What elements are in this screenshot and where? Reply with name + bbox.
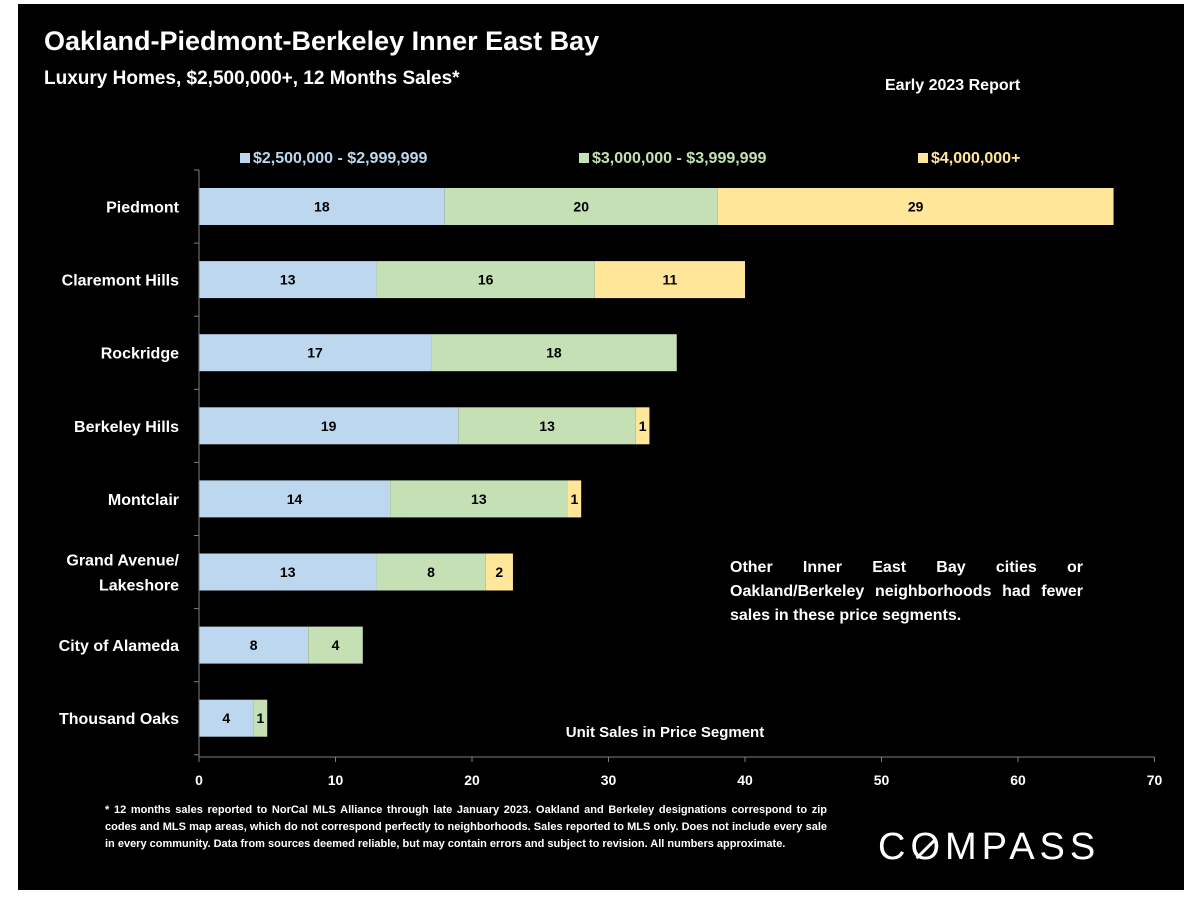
bar-value-label: 1 <box>639 418 647 434</box>
bar-value-label: 2 <box>495 564 503 580</box>
y-axis-category-label: Thousand Oaks <box>59 711 179 728</box>
legend-label: $3,000,000 - $3,999,999 <box>592 150 766 167</box>
bar-value-label: 8 <box>250 637 258 653</box>
logo-text-c: C <box>878 826 911 868</box>
bar-segment <box>635 407 650 445</box>
y-axis-category-label: Piedmont <box>106 200 180 217</box>
bar-value-label: 11 <box>663 272 678 288</box>
bar-segment <box>308 626 363 664</box>
bar-segment <box>485 553 513 591</box>
bar-segment <box>458 407 636 445</box>
x-axis-tick-label: 30 <box>601 772 617 788</box>
x-axis-label: Unit Sales in Price Segment <box>566 724 764 741</box>
y-axis-category-label: City of Alameda <box>59 638 179 655</box>
y-axis-category-label: Montclair <box>108 492 179 509</box>
bar-segment <box>717 188 1114 225</box>
bar-value-label: 16 <box>478 272 494 288</box>
bar-value-label: 13 <box>280 272 296 288</box>
bar-segment <box>431 334 677 372</box>
bar-segment <box>199 188 445 225</box>
bar-segment <box>199 553 377 591</box>
compass-logo: COMPASS <box>878 826 1100 869</box>
bar-segment <box>594 261 745 299</box>
y-axis-category-label: Rockridge <box>101 346 179 363</box>
y-axis-category-label: Grand Avenue/ <box>66 553 179 570</box>
y-axis-category-label: Lakeshore <box>99 578 179 595</box>
y-axis-category-label: Claremont Hills <box>62 273 179 290</box>
legend-label: $4,000,000+ <box>931 150 1020 167</box>
x-axis-tick-label: 20 <box>464 772 480 788</box>
x-axis-tick-label: 0 <box>195 772 203 788</box>
legend-swatch <box>240 153 250 163</box>
bar-value-label: 20 <box>573 199 589 215</box>
bar-value-label: 13 <box>280 564 296 580</box>
legend-swatch <box>579 153 589 163</box>
bar-segment <box>199 334 432 372</box>
x-axis-tick-label: 40 <box>737 772 753 788</box>
bar-segment <box>199 626 309 664</box>
report-label: Early 2023 Report <box>885 77 1021 94</box>
legend-swatch <box>918 153 928 163</box>
logo-text-mpass: MPASS <box>945 826 1101 868</box>
bar-value-label: 18 <box>546 345 562 361</box>
chart-title: Oakland-Piedmont-Berkeley Inner East Bay <box>44 26 600 56</box>
bar-segment <box>253 699 268 737</box>
bar-value-label: 4 <box>222 710 230 726</box>
bar-segment <box>199 407 459 445</box>
bar-value-label: 14 <box>287 491 303 507</box>
bar-segment <box>444 188 718 225</box>
chart-subtitle: Luxury Homes, $2,500,000+, 12 Months Sal… <box>44 68 460 89</box>
bar-value-label: 13 <box>471 491 487 507</box>
bar-value-label: 4 <box>332 637 340 653</box>
bar-segment <box>567 480 582 518</box>
bar-value-label: 18 <box>314 199 330 215</box>
slide-background <box>18 4 1184 890</box>
legend-label: $2,500,000 - $2,999,999 <box>253 150 427 167</box>
y-axis-category-label: Berkeley Hills <box>74 419 179 436</box>
bar-value-label: 29 <box>908 199 924 215</box>
bar-segment <box>199 699 254 737</box>
x-axis-tick-label: 60 <box>1010 772 1026 788</box>
footnote: * 12 months sales reported to NorCal MLS… <box>105 804 827 850</box>
bar-value-label: 8 <box>427 564 435 580</box>
chart-legend: $2,500,000 - $2,999,999 $3,000,000 - $3,9… <box>240 150 1020 167</box>
bar-series: 18 20 29 13 16 11 17 18 19 13 1 14 13 1 13 8 2 8 4 4 1 <box>199 188 1114 737</box>
x-axis-tick-label: 50 <box>874 772 890 788</box>
logo-o-icon: O <box>910 826 945 869</box>
bar-value-label: 13 <box>539 418 555 434</box>
bar-segment <box>376 261 595 299</box>
x-axis-tick-label: 10 <box>328 772 344 788</box>
bar-segment <box>376 553 486 591</box>
bar-segment <box>390 480 568 518</box>
chart-annotation: Other Inner East Bay cities or Oakland/B… <box>730 559 1083 624</box>
chart-axes: Piedmont Claremont Hills Rockridge Berkeley… <box>59 169 1163 788</box>
bar-value-label: 1 <box>570 491 578 507</box>
bar-segment <box>199 480 391 518</box>
bar-value-label: 1 <box>257 710 265 726</box>
bar-segment <box>199 261 377 299</box>
bar-value-label: 19 <box>321 418 337 434</box>
x-axis-tick-label: 70 <box>1147 772 1163 788</box>
bar-value-label: 17 <box>307 345 323 361</box>
